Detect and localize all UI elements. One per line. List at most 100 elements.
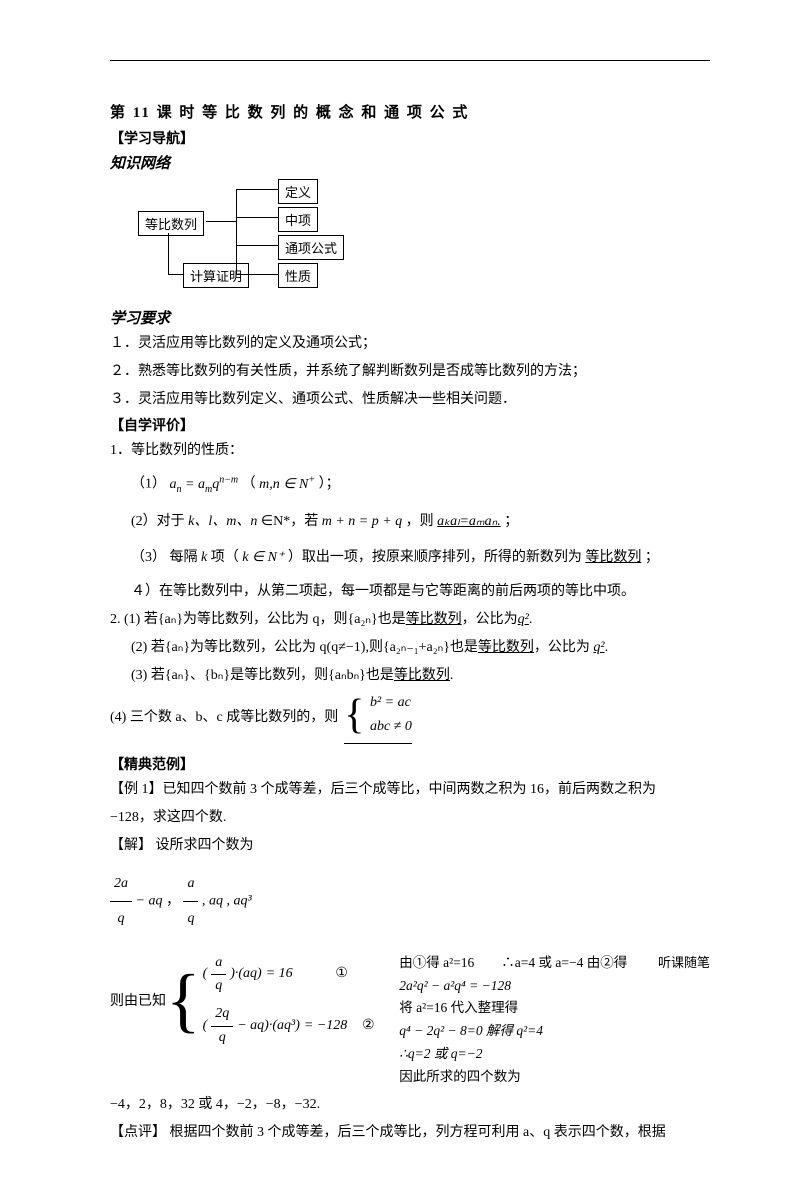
property-3: （3） 每隔 k 项（ k ∈ N⁺ ）取出一项，按原来顺序排列，所得的新数列为…	[131, 543, 710, 574]
p2-2u: 等比数列	[478, 640, 534, 655]
mark-2: ②	[357, 1015, 379, 1037]
p2-1end: .	[529, 612, 533, 627]
p2-1a: (1) 若{aₙ}为等比数列，公比为 q，则{a₂ₙ}也是	[124, 612, 406, 627]
prop1-cond: m,n ∈ N+	[259, 477, 315, 492]
prop2-eq: m + n = p + q	[322, 514, 402, 529]
requirement-2: ２．熟悉等比数列的有关性质，并系统了解判断数列是否成等比数列的方法；	[110, 360, 710, 384]
sys-line2: (2qq − aq)·(aq³) = −128 ②	[203, 1003, 380, 1049]
diagram-line	[206, 221, 236, 222]
diagram-root: 等比数列	[138, 211, 204, 236]
p2-2q: q²	[593, 640, 604, 655]
p2-4-cases: { b² = ac abc ≠ 0	[344, 691, 412, 744]
p2-1u: 等比数列	[406, 612, 462, 627]
section-study-nav: 【学习导航】	[110, 128, 710, 148]
example1-system-block: 则由已知 { (aq)·(aq) = 16 ① (2qq − aq)·(aq³)…	[110, 952, 710, 1090]
term1: 2aq	[110, 867, 132, 935]
r5: ∴q=2 或 q=−2	[399, 1043, 710, 1066]
top-rule	[110, 60, 710, 61]
example1-four-terms: 2aq − aq ， aq , aq , aq³	[110, 867, 710, 935]
p2-2: (2) 若{aₙ}为等比数列，公比为 q(q≠−1),则{a₂ₙ₋₁+a₂ₙ}也…	[110, 636, 710, 660]
prop3-mid: 项（	[211, 550, 239, 565]
property-4: ４）在等比数列中，从第二项起，每一项都是与它等距离的前后两项的等比中项。	[110, 580, 710, 604]
p2-3u: 等比数列	[394, 668, 450, 683]
section-study-req: 学习要求	[110, 307, 710, 328]
prop2-result-underline: aₖaₗ=aₘaₙ.	[437, 514, 501, 529]
system-left: 则由已知 { (aq)·(aq) = 16 ① (2qq − aq)·(aq³)…	[110, 952, 379, 1050]
p2-2a: (2) 若{aₙ}为等比数列，公比为 q(q≠−1),则{a₂ₙ₋₁+a₂ₙ}也…	[131, 640, 478, 655]
diagram-line	[236, 189, 278, 190]
diagram-line	[236, 189, 237, 275]
sys-line1: (aq)·(aq) = 16 ①	[203, 952, 380, 998]
prop1-formula: an = amqn−m	[170, 477, 239, 492]
prop3-end: ；	[645, 550, 659, 565]
sep1: ，	[166, 894, 184, 909]
mark-1: ①	[331, 963, 353, 985]
p2-4a: (4) 三个数 a、b、c 成等比数列的，则	[110, 706, 338, 730]
diagram-line	[168, 233, 169, 274]
prop2-end: ；	[504, 514, 518, 529]
section-knowledge-net: 知识网络	[110, 152, 710, 173]
p2-4: (4) 三个数 a、b、c 成等比数列的，则 { b² = ac abc ≠ 0	[110, 691, 710, 744]
list2: 2. (1) 若{aₙ}为等比数列，公比为 q，则{a₂ₙ}也是等比数列，公比为…	[110, 608, 710, 632]
example1-solution-head: 【解】 设所求四个数为	[110, 834, 710, 858]
p2-2b: ，公比为	[534, 640, 594, 655]
term4: aq³	[233, 894, 251, 909]
p2-2end: .	[605, 640, 609, 655]
r3: 将 a²=16 代入整理得	[399, 997, 710, 1020]
r2: 2a²q² − a²q⁴ = −128	[399, 975, 710, 998]
p2-1q: q²	[518, 612, 529, 627]
diagram-line	[236, 217, 278, 218]
p2-1b: ，公比为	[462, 612, 518, 627]
diagram-box-general: 通项公式	[278, 235, 344, 260]
section-examples: 【精典范例】	[110, 754, 710, 774]
prop1-lp: （	[242, 477, 256, 492]
big-brace-icon: {	[166, 970, 201, 1030]
diagram-line	[250, 274, 278, 275]
example1-statement-1: 【例 1】已知四个数前 3 个成等差，后三个成等比，中间两数之积为 16，前后两…	[110, 778, 710, 802]
prop1-pre: （1）	[131, 477, 170, 492]
prop2-then: ，则	[406, 514, 438, 529]
term2: aq	[183, 867, 198, 935]
p2-4-case1: b² = ac	[370, 695, 411, 710]
p2-3: (3) 若{aₙ}、{bₙ}是等比数列，则{aₙbₙ}也是等比数列.	[110, 664, 710, 688]
diagram-line	[168, 274, 183, 275]
diagram-box-midterm: 中项	[278, 207, 318, 232]
p2-3a: (3) 若{aₙ}、{bₙ}是等比数列，则{aₙbₙ}也是	[131, 668, 394, 683]
sep2: ,	[202, 894, 209, 909]
example1-answers: −4，2，8，32 或 4，−2，−8，−32.	[110, 1093, 710, 1117]
requirement-1: １．灵活应用等比数列的定义及通项公式；	[110, 332, 710, 356]
prop2-in: ∈N*，若	[261, 514, 322, 529]
system-cases: (aq)·(aq) = 16 ① (2qq − aq)·(aq³) = −128…	[203, 952, 380, 1050]
prop3-k: k	[201, 550, 207, 565]
diagram-box-compute: 计算证明	[183, 263, 249, 288]
diagram-line	[236, 245, 278, 246]
example1-statement-2: −128，求这四个数.	[110, 806, 710, 830]
property-2: (2）对于 k、l、m、n ∈N*，若 m + n = p + q ，则 aₖa…	[131, 507, 710, 538]
prop3-post: ）取出一项，按原来顺序排列，所得的新数列为	[288, 550, 582, 565]
requirement-3: ３．灵活应用等比数列定义、通项公式、性质解决一些相关问题．	[110, 388, 710, 412]
example1-comment: 【点评】 根据四个数前 3 个成等差，后三个成等比，列方程可利用 a、q 表示四…	[110, 1121, 710, 1145]
side-note: 听课随笔	[658, 952, 710, 975]
brace-icon: {	[344, 694, 364, 736]
system-right: 由①得 a²=16 ∴a=4 或 a=−4 由②得 听课随笔 2a²q² − a…	[399, 952, 710, 1090]
prop3-underline: 等比数列	[585, 550, 641, 565]
property-1: （1） an = amqn−m （ m,n ∈ N+ ）；	[131, 469, 710, 500]
properties-heading: 1．等比数列的性质：	[110, 439, 710, 463]
prop3-pre: （3） 每隔	[131, 550, 201, 565]
page: 第 11 课 时 等 比 数 列 的 概 念 和 通 项 公 式 【学习导航】 …	[0, 0, 800, 1189]
sys-pre: 则由已知	[110, 990, 166, 1010]
prop3-kin: k ∈ N⁺	[242, 550, 284, 565]
r6: 因此所求的四个数为	[399, 1066, 710, 1089]
term3: aq	[209, 894, 223, 909]
diagram-box-definition: 定义	[278, 179, 318, 204]
r4: q⁴ − 2q² − 8=0 解得 q²=4	[399, 1020, 710, 1043]
section-self-eval: 【自学评价】	[110, 415, 710, 435]
p2-4-case2: abc ≠ 0	[370, 719, 412, 734]
p2-3end: .	[450, 668, 454, 683]
diagram-box-property: 性质	[278, 263, 318, 288]
prop2-vars: k、l、m、n	[188, 514, 257, 529]
prop2-pre: (2）对于	[131, 514, 188, 529]
concept-diagram: 等比数列 定义 中项 通项公式 性质 计算证明	[128, 179, 428, 299]
term1b: − aq	[136, 894, 163, 909]
r1: 由①得 a²=16 ∴a=4 或 a=−4 由②得	[399, 952, 627, 975]
